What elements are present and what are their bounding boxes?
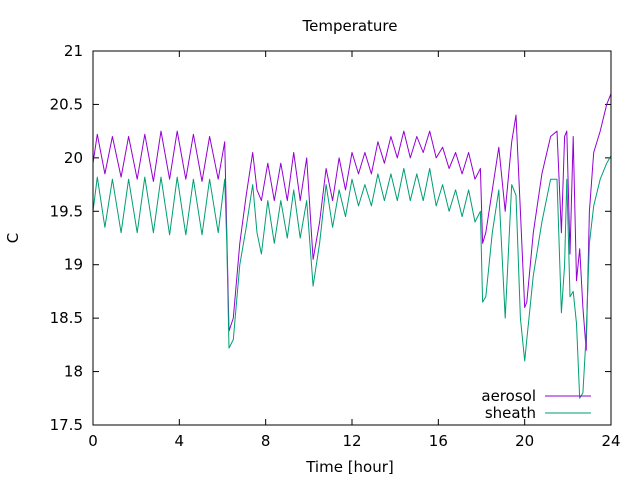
y-tick-label: 19.5: [50, 202, 83, 220]
x-tick-label: 24: [601, 432, 620, 450]
x-tick-label: 12: [342, 432, 361, 450]
y-tick-label: 21: [64, 42, 83, 60]
x-tick-label: 20: [515, 432, 534, 450]
y-tick-label: 18: [64, 363, 83, 381]
legend-label-sheath: sheath: [485, 404, 536, 422]
axis-ticks: 0 4 8 12 16 20 24 17.5 18 18.5 19 19.5 20 20.5 21: [50, 42, 621, 450]
series-line-sheath: [92, 155, 612, 399]
x-tick-label: 8: [261, 432, 271, 450]
y-tick-label: 19: [64, 256, 83, 274]
plot-frame: [92, 50, 612, 426]
x-tick-label: 0: [88, 432, 98, 450]
series-line-aerosol: [92, 93, 612, 351]
chart-title: Temperature: [301, 17, 397, 35]
series-group: [92, 93, 612, 399]
y-tick-label: 17.5: [50, 416, 83, 434]
x-tick-label: 4: [175, 432, 185, 450]
x-axis-label: Time [hour]: [305, 458, 394, 476]
x-tick-label: 16: [429, 432, 448, 450]
y-tick-label: 20: [64, 149, 83, 167]
y-axis-label: C: [4, 233, 22, 243]
y-tick-label: 20.5: [50, 95, 83, 113]
legend-label-aerosol: aerosol: [481, 387, 536, 405]
y-tick-label: 18.5: [50, 309, 83, 327]
